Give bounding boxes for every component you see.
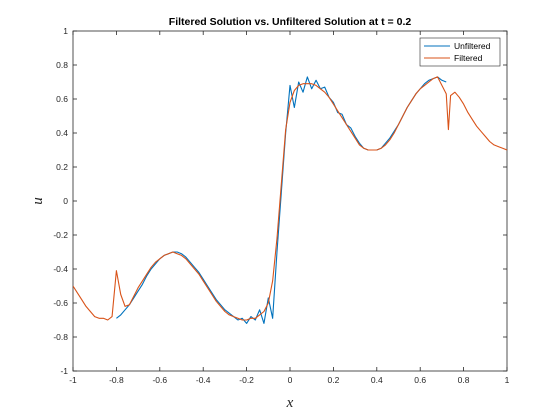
chart-title: Filtered Solution vs. Unfiltered Solutio… bbox=[169, 16, 412, 28]
y-tick-label: -0.8 bbox=[53, 332, 68, 342]
x-tick-label: 0.8 bbox=[458, 375, 470, 385]
x-tick-label: 0.2 bbox=[327, 375, 339, 385]
y-tick-label: -0.4 bbox=[53, 264, 68, 274]
y-tick-label: 1 bbox=[63, 26, 68, 36]
y-axis-label: u bbox=[30, 197, 46, 205]
legend-box bbox=[419, 37, 501, 67]
x-tick-label: -0.6 bbox=[152, 375, 167, 385]
y-tick-label: 0.2 bbox=[56, 162, 68, 172]
x-tick-label: 0 bbox=[288, 375, 293, 385]
x-tick-label: -1 bbox=[69, 375, 77, 385]
x-axis-label: x bbox=[286, 395, 294, 411]
x-tick-label: -0.8 bbox=[109, 375, 124, 385]
legend: Unfiltered Filtered bbox=[419, 37, 501, 67]
series-line-filtered bbox=[73, 76, 507, 321]
x-tick-label: 0.6 bbox=[414, 375, 426, 385]
x-tick-label: -0.2 bbox=[239, 375, 254, 385]
y-tick-label: -0.6 bbox=[53, 298, 68, 308]
y-tick-label: 0.8 bbox=[56, 60, 68, 70]
series-line-unfiltered bbox=[116, 76, 447, 324]
x-tick-label: -0.4 bbox=[196, 375, 211, 385]
legend-label-filtered: Filtered bbox=[454, 53, 483, 63]
plot-frame bbox=[72, 30, 508, 372]
x-tick-label: 1 bbox=[505, 375, 510, 385]
y-tick-label: 0 bbox=[63, 196, 68, 206]
y-tick-label: -0.2 bbox=[53, 230, 68, 240]
y-tick-label: -1 bbox=[60, 366, 68, 376]
y-tick-label: 0.6 bbox=[56, 94, 68, 104]
x-tick-label: 0.4 bbox=[371, 375, 383, 385]
series-layer bbox=[73, 76, 507, 324]
y-tick-label: 0.4 bbox=[56, 128, 68, 138]
y-axis-ticks: -1 -0.8 -0.6 -0.4 -0.2 0 0.2 0.4 0.6 0.8 1 bbox=[53, 26, 507, 376]
legend-label-unfiltered: Unfiltered bbox=[454, 41, 491, 51]
x-axis-ticks: -1 -0.8 -0.6 -0.4 -0.2 0 0.2 0.4 0.6 0.8 1 bbox=[69, 31, 510, 385]
axes bbox=[72, 30, 508, 372]
